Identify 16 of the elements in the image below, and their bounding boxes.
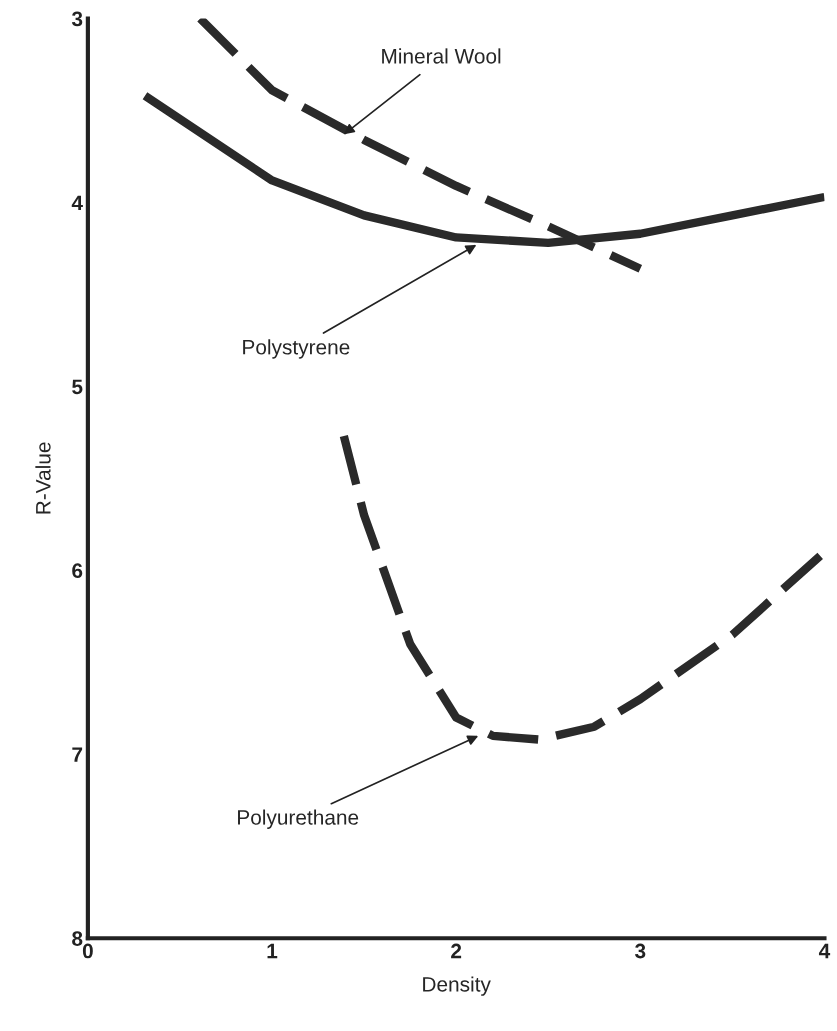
x-tick-label: 0 [82,943,93,959]
y-tick-label: 4 [71,195,83,211]
x-tick-label: 3 [634,943,646,959]
y-tick-label: 8 [72,931,83,946]
x-tick-label: 2 [451,943,462,959]
y-tick-label: 6 [72,563,83,579]
annotation: Mineral Wool [382,48,501,64]
x-axis-title: Density [423,976,491,996]
y-axis-title: R-Value [35,442,51,514]
y-tick-label: 7 [72,747,83,762]
x-tick-label: 1 [267,943,278,959]
x-tick-label: 4 [818,943,831,959]
annotation: Polystyrene [243,339,350,359]
y-tick-label: 5 [72,379,83,395]
annotation: Polyurethane [238,809,359,829]
y-tick-label: 3 [71,11,83,27]
